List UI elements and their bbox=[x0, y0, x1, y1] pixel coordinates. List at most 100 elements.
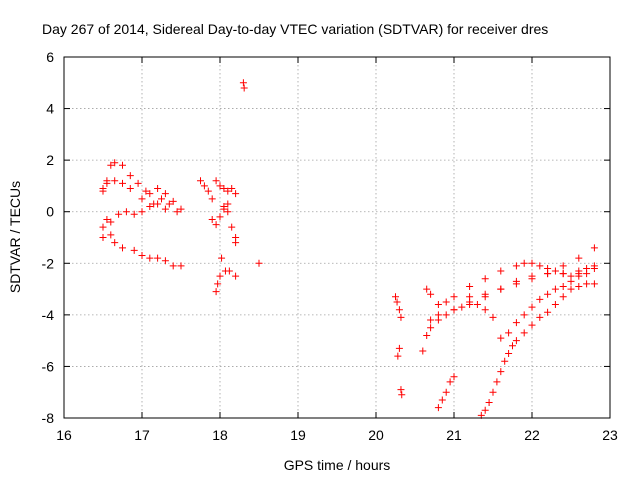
data-point bbox=[536, 295, 544, 303]
data-point bbox=[232, 239, 240, 247]
data-point bbox=[239, 79, 247, 87]
data-point bbox=[99, 223, 107, 231]
data-point bbox=[107, 218, 115, 226]
data-point bbox=[216, 182, 224, 190]
data-point bbox=[512, 337, 520, 345]
x-tick-label: 20 bbox=[368, 427, 384, 443]
data-point bbox=[446, 378, 454, 386]
series-track-a bbox=[99, 159, 173, 208]
data-point bbox=[590, 244, 598, 252]
x-tick-label: 18 bbox=[212, 427, 228, 443]
data-point bbox=[590, 262, 598, 270]
series-track-b bbox=[99, 177, 185, 213]
y-tick-label: 0 bbox=[46, 204, 54, 220]
data-point bbox=[122, 208, 130, 216]
data-point bbox=[528, 321, 536, 329]
data-point bbox=[473, 301, 481, 309]
data-points bbox=[99, 79, 598, 419]
data-point bbox=[103, 179, 111, 187]
data-point bbox=[481, 306, 489, 314]
data-point bbox=[111, 177, 119, 185]
data-point bbox=[134, 179, 142, 187]
data-point bbox=[146, 254, 154, 262]
data-point bbox=[567, 285, 575, 293]
data-point bbox=[228, 223, 236, 231]
data-point bbox=[177, 262, 185, 270]
data-point bbox=[216, 213, 224, 221]
data-point bbox=[119, 179, 126, 187]
data-point bbox=[512, 319, 520, 327]
data-point bbox=[423, 285, 431, 293]
data-point bbox=[466, 282, 474, 290]
y-tick-label: 4 bbox=[46, 101, 54, 117]
data-point bbox=[158, 195, 165, 203]
data-point bbox=[536, 262, 544, 270]
data-point bbox=[99, 234, 107, 241]
series-track-n bbox=[477, 280, 598, 419]
data-point bbox=[551, 285, 559, 293]
data-point bbox=[485, 399, 493, 407]
data-point bbox=[497, 334, 505, 342]
data-point bbox=[224, 187, 232, 195]
chart-title: Day 267 of 2014, Sidereal Day-to-day VTE… bbox=[42, 21, 548, 37]
y-tick-label: -2 bbox=[42, 255, 55, 271]
data-point bbox=[397, 386, 405, 394]
data-point bbox=[255, 259, 263, 267]
series-track-h bbox=[392, 293, 406, 399]
x-tick-label: 22 bbox=[524, 427, 540, 443]
data-point bbox=[142, 187, 150, 195]
y-tick-label: 6 bbox=[46, 49, 54, 65]
x-axis-label: GPS time / hours bbox=[284, 457, 391, 473]
data-point bbox=[240, 84, 248, 92]
data-point bbox=[505, 350, 513, 358]
data-point bbox=[520, 329, 528, 337]
data-point bbox=[130, 246, 138, 254]
data-point bbox=[497, 285, 505, 293]
data-point bbox=[200, 182, 208, 190]
data-point bbox=[161, 257, 169, 265]
grid-layer bbox=[64, 57, 610, 418]
series-track-d bbox=[99, 231, 185, 270]
data-point bbox=[544, 264, 552, 272]
data-point bbox=[583, 270, 591, 278]
x-tick-label: 21 bbox=[446, 427, 462, 443]
data-point bbox=[103, 215, 111, 223]
data-point bbox=[225, 267, 233, 275]
series-track-g bbox=[212, 79, 263, 296]
data-point bbox=[394, 352, 402, 360]
data-point bbox=[130, 210, 138, 218]
data-point bbox=[528, 259, 536, 267]
data-point bbox=[512, 280, 520, 288]
series-track-m bbox=[434, 373, 458, 412]
data-point bbox=[169, 197, 177, 205]
series-track-j bbox=[427, 244, 598, 324]
data-point bbox=[154, 200, 162, 208]
data-point bbox=[505, 329, 513, 337]
x-tick-label: 23 bbox=[602, 427, 618, 443]
data-point bbox=[138, 195, 146, 203]
y-tick-label: -4 bbox=[42, 307, 55, 323]
data-point bbox=[434, 301, 442, 309]
data-point bbox=[393, 298, 401, 306]
series-track-o bbox=[497, 270, 591, 342]
data-point bbox=[107, 231, 115, 239]
x-tick-label: 16 bbox=[56, 427, 72, 443]
series-track-f bbox=[212, 177, 240, 211]
data-point bbox=[559, 270, 567, 278]
data-point bbox=[212, 221, 220, 229]
data-point bbox=[520, 311, 528, 319]
data-point bbox=[481, 275, 489, 283]
data-point bbox=[481, 293, 489, 301]
y-tick-label: -8 bbox=[42, 410, 55, 426]
series-track-k bbox=[466, 259, 598, 290]
data-point bbox=[544, 290, 552, 298]
data-point bbox=[138, 252, 146, 260]
data-point bbox=[512, 262, 520, 270]
data-point bbox=[154, 185, 162, 193]
data-point bbox=[575, 254, 583, 262]
data-point bbox=[466, 298, 474, 306]
data-point bbox=[232, 190, 240, 198]
data-point bbox=[575, 282, 583, 290]
data-point bbox=[220, 203, 228, 211]
